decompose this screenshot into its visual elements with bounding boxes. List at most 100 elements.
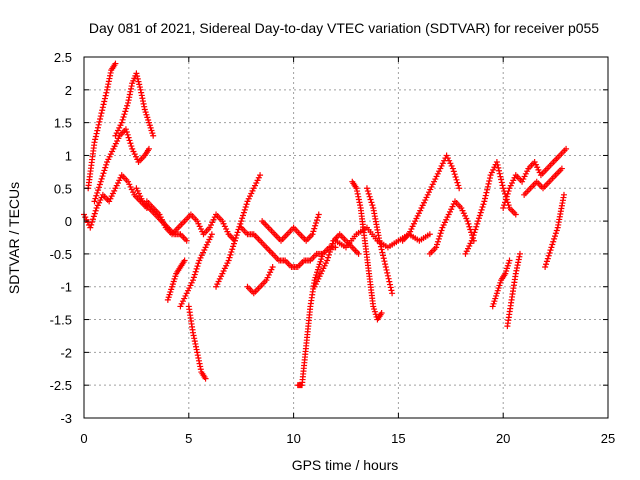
data-point — [503, 193, 510, 200]
plot-frame — [83, 56, 609, 419]
data-point — [327, 246, 334, 253]
data-point — [383, 266, 390, 273]
data-point — [83, 216, 90, 223]
data-point — [98, 110, 105, 117]
data-point — [371, 308, 378, 315]
data-point — [250, 185, 257, 192]
data-point — [111, 143, 118, 150]
data-point — [495, 164, 502, 171]
data-point — [450, 201, 457, 208]
data-point — [136, 84, 143, 91]
series-arc-20 — [426, 198, 477, 257]
data-point — [134, 73, 141, 80]
data-point — [96, 118, 103, 125]
data-point — [248, 190, 255, 197]
data-point — [487, 172, 494, 179]
series-arc-19 — [399, 152, 463, 244]
data-point — [114, 127, 121, 134]
data-point — [458, 204, 465, 211]
data-point — [521, 173, 528, 180]
data-point — [312, 281, 319, 288]
data-point — [156, 211, 163, 218]
data-point — [355, 250, 362, 257]
data-point — [311, 225, 318, 232]
data-point — [445, 211, 452, 218]
data-point — [419, 202, 426, 209]
data-point — [313, 271, 320, 278]
data-point — [108, 193, 115, 200]
data-point — [103, 161, 110, 168]
data-point — [532, 161, 539, 168]
data-point — [501, 199, 508, 206]
data-point — [239, 215, 246, 222]
data-point — [547, 247, 554, 254]
data-point — [205, 239, 212, 246]
data-point — [468, 237, 475, 244]
data-point — [466, 243, 473, 250]
data-point — [443, 216, 450, 223]
data-point — [382, 261, 389, 268]
data-point — [436, 168, 443, 175]
data-point — [452, 174, 459, 181]
data-point — [550, 238, 557, 245]
data-point — [382, 264, 389, 271]
data-point — [268, 266, 275, 273]
data-point — [130, 148, 137, 155]
data-point — [380, 252, 387, 259]
data-point — [500, 185, 507, 192]
data-point — [473, 223, 480, 230]
data-point — [512, 211, 519, 218]
data-point — [490, 166, 497, 173]
series-arc-25 — [521, 165, 565, 198]
data-point — [243, 201, 250, 208]
data-point — [93, 204, 100, 211]
data-point — [463, 248, 470, 255]
data-point — [96, 199, 103, 206]
data-point — [224, 260, 231, 267]
data-point — [98, 194, 105, 201]
data-point — [149, 130, 156, 137]
x-axis-label: GPS time / hours — [292, 457, 399, 473]
data-point — [497, 279, 504, 286]
data-point — [249, 187, 256, 194]
y-tick-label: 1.5 — [54, 116, 72, 131]
data-point — [475, 218, 482, 225]
data-point — [386, 278, 393, 285]
data-point — [316, 273, 323, 280]
data-point — [111, 187, 118, 194]
data-point — [324, 257, 331, 264]
data-point — [116, 177, 123, 184]
data-point — [497, 173, 504, 180]
data-point — [257, 172, 264, 179]
data-point — [440, 222, 447, 229]
data-point — [230, 243, 237, 250]
data-point — [133, 185, 140, 192]
data-point — [370, 303, 377, 310]
data-point — [469, 234, 476, 241]
data-point — [242, 204, 249, 211]
data-point — [101, 98, 108, 105]
data-point — [95, 184, 102, 191]
data-point — [227, 251, 234, 258]
data-point — [208, 222, 215, 229]
data-point — [493, 292, 500, 299]
data-point — [384, 272, 391, 279]
data-point — [454, 179, 461, 186]
data-point — [447, 160, 454, 167]
data-point — [220, 220, 227, 227]
data-point — [187, 282, 194, 289]
data-point — [434, 241, 441, 248]
data-point — [423, 194, 430, 201]
data-point — [483, 189, 490, 196]
data-point — [558, 165, 565, 172]
data-point — [238, 218, 245, 225]
data-point — [325, 254, 332, 261]
data-point — [221, 223, 228, 230]
data-point — [94, 127, 101, 134]
data-point — [110, 145, 117, 152]
data-point — [123, 105, 130, 112]
data-point — [551, 235, 558, 242]
data-point — [226, 254, 233, 261]
data-point — [444, 214, 451, 221]
data-point — [167, 288, 174, 295]
